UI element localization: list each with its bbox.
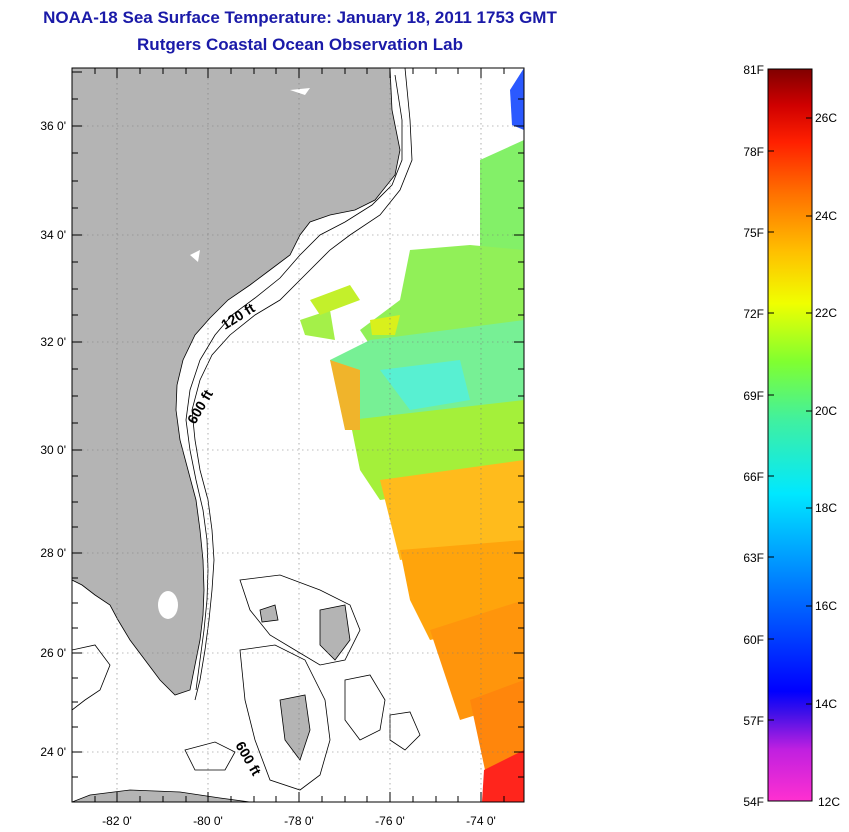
f-label: 66F — [743, 470, 764, 484]
map-subtitle: Rutgers Coastal Ocean Observation Lab — [137, 35, 463, 54]
colorbar-scale — [767, 68, 813, 802]
land-bahamas — [259, 604, 351, 761]
map-title: NOAA-18 Sea Surface Temperature: January… — [43, 8, 557, 27]
lon-label: -80 0' — [193, 814, 223, 828]
c-label: 20C — [815, 404, 837, 418]
lat-label: 34 0' — [40, 228, 66, 242]
lon-label: -82 0' — [102, 814, 132, 828]
c-label: 14C — [815, 697, 837, 711]
graticule — [72, 68, 524, 802]
colorbar-celsius-labels: 26C 24C 22C 20C 18C 16C 14C 12C — [815, 111, 840, 809]
f-label: 57F — [743, 714, 764, 728]
f-label: 60F — [743, 633, 764, 647]
c-label: 22C — [815, 306, 837, 320]
lat-label: 28 0' — [40, 546, 66, 560]
lat-label: 26 0' — [40, 646, 66, 660]
colorbar: 81F 78F 75F 72F 69F 66F 63F 60F 57F 54F … — [743, 63, 840, 809]
colorbar-fahrenheit-labels: 81F 78F 75F 72F 69F 66F 63F 60F 57F 54F — [743, 63, 764, 809]
c-label: 12C — [818, 795, 840, 809]
f-label: 54F — [743, 795, 764, 809]
lat-label: 24 0' — [40, 745, 66, 759]
lon-label: -74 0' — [466, 814, 496, 828]
c-label: 16C — [815, 599, 837, 613]
f-label: 75F — [743, 226, 764, 240]
f-label: 69F — [743, 389, 764, 403]
f-label: 81F — [743, 63, 764, 77]
f-label: 63F — [743, 551, 764, 565]
bathymetry-contours — [72, 68, 421, 791]
longitude-labels: -82 0' -80 0' -78 0' -76 0' -74 0' — [102, 814, 496, 828]
lon-label: -76 0' — [375, 814, 405, 828]
lon-label: -78 0' — [284, 814, 314, 828]
colorbar-ticks — [768, 117, 812, 721]
c-label: 24C — [815, 209, 837, 223]
land-us-coast — [72, 68, 401, 696]
c-label: 18C — [815, 501, 837, 515]
map-area: 120 ft 600 ft 600 ft — [72, 68, 524, 802]
map-frame — [71, 67, 525, 803]
lat-label: 32 0' — [40, 335, 66, 349]
f-label: 78F — [743, 145, 764, 159]
lat-label: 36 0' — [40, 119, 66, 133]
f-label: 72F — [743, 307, 764, 321]
c-label: 26C — [815, 111, 837, 125]
lat-label: 30 0' — [40, 443, 66, 457]
latitude-labels: 36 0' 34 0' 32 0' 30 0' 28 0' 26 0' 24 0… — [40, 119, 66, 759]
frame-ticks — [72, 68, 524, 802]
